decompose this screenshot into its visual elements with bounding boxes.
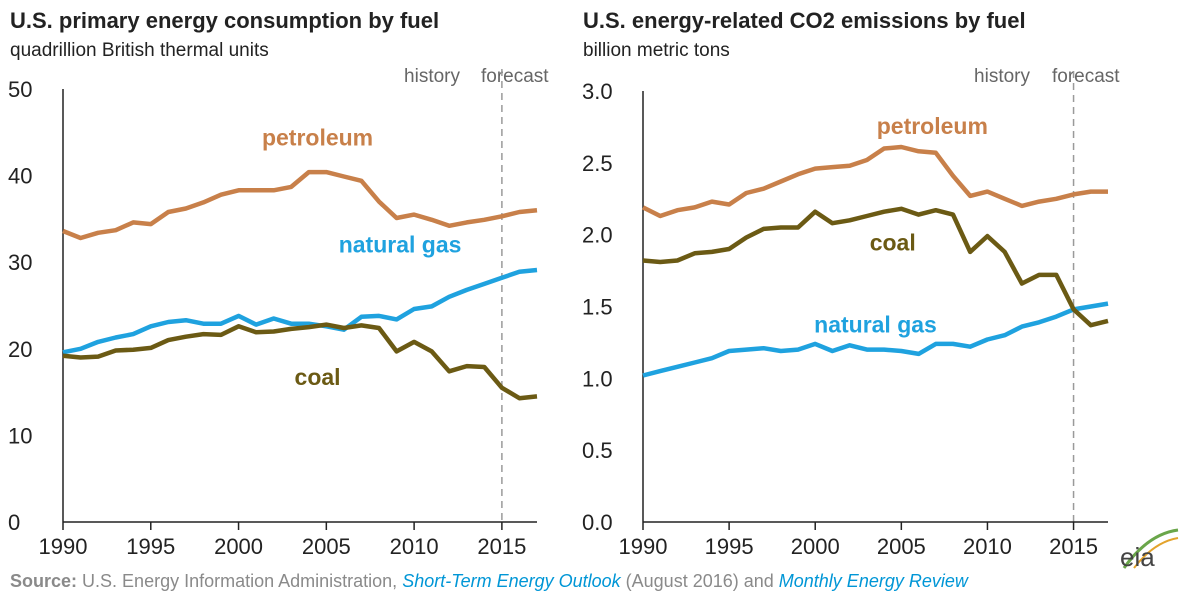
- source-prefix: Source:: [10, 571, 78, 591]
- charts-canvas: U.S. primary energy consumption by fuel …: [8, 8, 1120, 559]
- chart-subtitle: billion metric tons: [583, 40, 730, 61]
- history-label: history: [974, 66, 1030, 87]
- chart-subtitle: quadrillion British thermal units: [10, 40, 269, 61]
- source-text-date: (August 2016) and: [625, 571, 774, 591]
- chart-title: U.S. energy-related CO2 emissions by fue…: [583, 8, 1026, 33]
- y-tick-label: 20: [8, 337, 32, 362]
- y-tick-label: 10: [8, 423, 32, 448]
- x-tick-label: 2005: [302, 534, 351, 559]
- x-tick-label: 2015: [1049, 534, 1098, 559]
- co2-emissions-chart: U.S. energy-related CO2 emissions by fue…: [582, 8, 1120, 559]
- x-tick-label: 1995: [126, 534, 175, 559]
- x-tick-label: 2000: [214, 534, 263, 559]
- series-label-coal: coal: [295, 364, 341, 390]
- x-tick-label: 2010: [963, 534, 1012, 559]
- series-line-coal: [62, 322, 538, 401]
- series-label-petroleum: petroleum: [262, 124, 373, 150]
- y-tick-label: 3.0: [582, 79, 613, 104]
- y-tick-label: 50: [8, 77, 32, 102]
- series-line-natural-gas: [642, 301, 1109, 378]
- x-tick-label: 1990: [619, 534, 668, 559]
- eia-logo: eia: [1120, 528, 1179, 572]
- x-tick-label: 1990: [39, 534, 88, 559]
- x-tick-label: 1995: [705, 534, 754, 559]
- y-tick-label: 0: [8, 510, 20, 535]
- series-line-petroleum: [62, 169, 538, 241]
- source-note: Source: U.S. Energy Information Administ…: [10, 571, 968, 592]
- energy-consumption-chart: U.S. primary energy consumption by fuel …: [8, 8, 549, 559]
- y-tick-label: 2.5: [582, 151, 613, 176]
- forecast-label: forecast: [1052, 66, 1120, 87]
- eia-logo-swoosh-accent: [1133, 537, 1179, 569]
- forecast-label: forecast: [481, 66, 549, 87]
- series-label-natural-gas: natural gas: [339, 232, 462, 258]
- y-tick-label: 0.0: [582, 510, 613, 535]
- series-label-natural-gas: natural gas: [814, 311, 937, 337]
- series-label-coal: coal: [870, 229, 916, 255]
- history-label: history: [404, 66, 460, 87]
- monthly-energy-review-link[interactable]: Monthly Energy Review: [778, 571, 968, 591]
- short-term-energy-outlook-link[interactable]: Short-Term Energy Outlook: [402, 571, 621, 591]
- x-tick-label: 2010: [390, 534, 439, 559]
- series-line-petroleum: [641, 144, 1108, 219]
- y-tick-label: 2.0: [582, 223, 613, 248]
- series-line-coal: [642, 206, 1109, 328]
- eia-logo-text: eia: [1120, 542, 1155, 572]
- x-tick-label: 2000: [791, 534, 840, 559]
- series-label-petroleum: petroleum: [877, 113, 988, 139]
- y-tick-label: 0.5: [582, 438, 613, 463]
- chart-title: U.S. primary energy consumption by fuel: [10, 8, 439, 33]
- y-tick-label: 1.0: [582, 366, 613, 391]
- source-text: U.S. Energy Information Administration,: [82, 571, 398, 591]
- x-tick-label: 2005: [877, 534, 926, 559]
- y-tick-label: 30: [8, 250, 32, 275]
- y-tick-label: 40: [8, 164, 32, 189]
- eia-logo-swoosh: [1122, 528, 1179, 569]
- y-tick-label: 1.5: [582, 295, 613, 320]
- series-line-natural-gas: [62, 267, 538, 355]
- x-tick-label: 2015: [477, 534, 526, 559]
